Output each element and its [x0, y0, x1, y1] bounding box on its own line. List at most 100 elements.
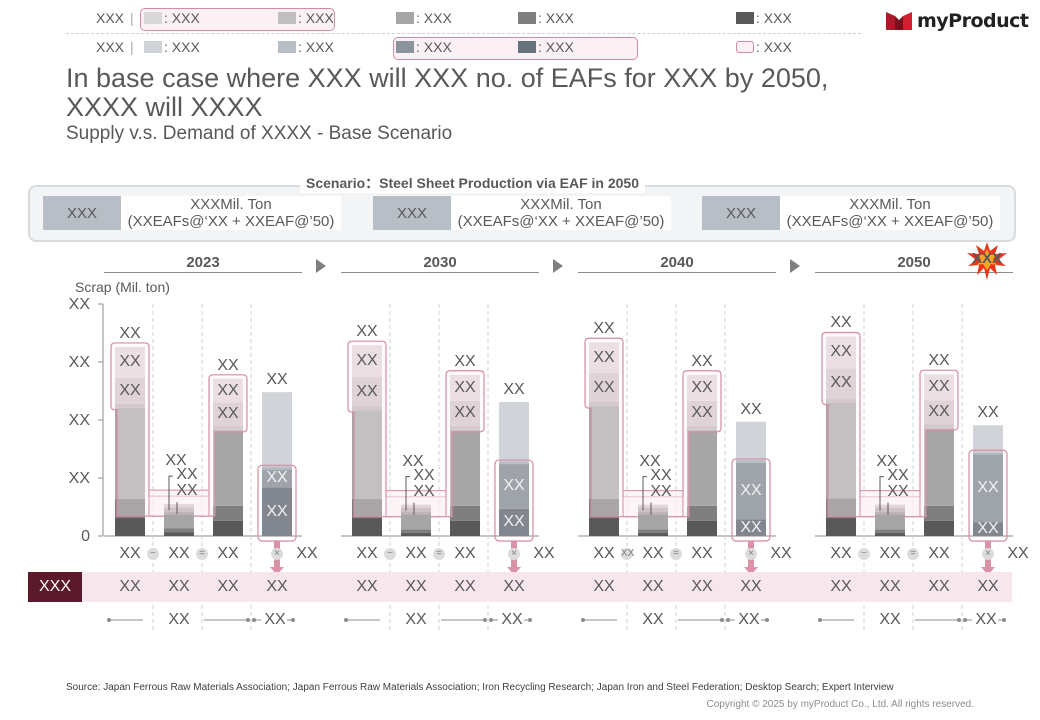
year-underline	[341, 272, 539, 273]
bar-segment-label: XX	[887, 466, 909, 484]
bar-segment	[875, 511, 905, 515]
range-dot	[107, 618, 111, 622]
year-underline	[578, 272, 776, 273]
bar-segment-label: XX	[830, 374, 852, 392]
bar-segment	[638, 514, 668, 530]
year-header-2050: 2050	[897, 254, 931, 271]
legend-row1-label: XXX |	[96, 10, 134, 26]
y-axis-label: Scrap (Mil. ton)	[75, 279, 170, 295]
bar-segment	[213, 520, 243, 536]
range-value: XX	[501, 611, 523, 628]
legend-label: : XXX	[298, 39, 334, 55]
bar-segment	[875, 514, 905, 530]
bar-segment	[875, 533, 905, 536]
scenario-title: Scenario：Steel Sheet Production via EAF …	[300, 173, 645, 193]
legend-swatch	[278, 41, 296, 53]
scenario-card-line2: (XXEAFs@‘XX + XXEAF@’50)	[786, 213, 994, 230]
scenario-card-key: XXX	[43, 196, 121, 230]
legend-item: : XXX	[144, 39, 200, 55]
bar-segment	[875, 504, 905, 508]
range-dot	[963, 618, 967, 622]
band-value: XX	[356, 578, 378, 595]
bar-segment	[638, 504, 668, 508]
bar-segment	[589, 518, 619, 536]
legend-swatch	[518, 41, 536, 53]
supply-segment-label: XX	[740, 482, 762, 500]
range-dot	[483, 618, 487, 622]
bar-total-label: XX	[119, 324, 141, 342]
bar-segment-label: XX	[176, 466, 198, 484]
legend-swatch	[278, 12, 296, 24]
legend-swatch	[396, 41, 414, 53]
supply-bar-segment	[973, 452, 1003, 455]
legend-row2-label: XXX |	[96, 39, 134, 55]
equals-icon: =	[196, 548, 208, 560]
supply-segment-label: XX	[977, 520, 999, 538]
supply-bar-segment	[973, 425, 1003, 453]
scenario-card: XXX XXXMil. Ton (XXEAFs@‘XX + XXEAF@’50)	[43, 196, 341, 230]
bar-segment-label: XX	[887, 482, 909, 500]
legend-item: : XXX	[518, 39, 574, 55]
page-subtitle: Supply v.s. Demand of XXXX - Base Scenar…	[66, 123, 453, 144]
range-value: XX	[168, 611, 190, 628]
equals-icon: =	[433, 548, 445, 560]
bar-segment-label: XX	[593, 378, 615, 396]
bar-segment	[924, 520, 954, 536]
band-value: XX	[928, 578, 950, 595]
bar-segment	[401, 507, 431, 512]
bar-total-label: XX	[691, 352, 713, 370]
bar-segment	[164, 528, 194, 533]
bar-total-label: XX	[639, 452, 661, 470]
legend-item: : XXX	[736, 10, 792, 26]
brand-name: myProduct	[917, 10, 1029, 32]
band-value: XX	[217, 578, 239, 595]
band-value: XX	[593, 578, 615, 595]
equals-icon: =	[670, 548, 682, 560]
range-dot	[720, 618, 724, 622]
bar-segment	[924, 505, 954, 521]
bar-segment-label: XX	[691, 378, 713, 396]
scenario-card-value: XXXMil. Ton (XXEAFs@‘XX + XXEAF@’50)	[121, 196, 341, 230]
y-tick-label: XX	[68, 296, 90, 313]
year-header-2040: 2040	[660, 254, 694, 271]
scenario-card-line2: (XXEAFs@‘XX + XXEAF@’50)	[457, 213, 665, 230]
band-value: XX	[266, 578, 288, 595]
bar-segment	[352, 518, 382, 536]
scenario-card-line1: XXXMil. Ton	[520, 196, 602, 213]
bar-total-label: XX	[266, 371, 288, 389]
equation-value: XX	[593, 545, 615, 562]
bar-segment	[638, 507, 668, 512]
bar-segment	[875, 511, 905, 515]
year-underline	[815, 272, 1013, 273]
bar-segment	[401, 529, 431, 534]
minus-icon: XX	[621, 548, 635, 560]
y-tick-label: XX	[68, 412, 90, 429]
bar-segment-label: XX	[928, 378, 950, 396]
legend-item: : XXX	[518, 10, 574, 26]
legend-label: : XXX	[298, 10, 334, 26]
legend-highlight-box-2	[393, 37, 638, 60]
bar-segment	[115, 403, 145, 408]
bar-total-label: XX	[977, 404, 999, 422]
bar-segment	[687, 520, 717, 536]
legend-label: : XXX	[416, 39, 452, 55]
bar-segment	[401, 504, 431, 508]
legend-label: : XXX	[164, 10, 200, 26]
legend-swatch	[736, 41, 754, 53]
legend-item: : XXX	[396, 10, 452, 26]
bar-segment	[875, 507, 905, 512]
bar-segment	[687, 425, 717, 430]
arrow-right-icon	[553, 259, 563, 273]
summary-band	[82, 572, 1012, 602]
bar-segment	[638, 504, 668, 508]
band-value: XX	[168, 578, 190, 595]
bar-segment	[924, 428, 954, 506]
legend-swatch	[144, 41, 162, 53]
bar-segment-label: XX	[413, 466, 435, 484]
legend-divider	[66, 33, 861, 34]
minus-icon: −	[858, 548, 870, 560]
legend-item: : XXX	[396, 39, 452, 55]
bar-segment	[213, 425, 243, 430]
bar-total-label: XX	[356, 323, 378, 341]
bar-segment-label: XX	[119, 353, 141, 371]
